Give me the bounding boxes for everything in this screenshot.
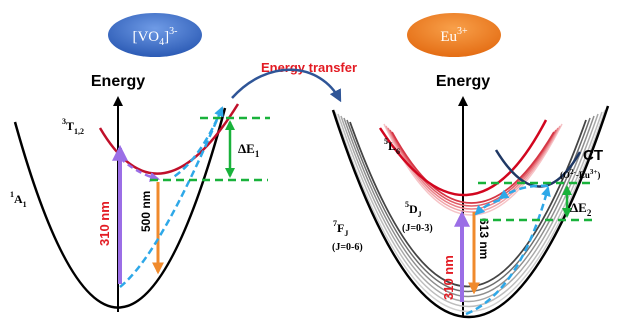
left-ground-curve xyxy=(13,107,227,309)
right-transfer-path xyxy=(465,186,551,316)
right-emitting-state-label: 5DJ xyxy=(405,200,422,219)
right-ct-label: CT xyxy=(583,147,603,164)
left-delta-label: ΔE1 xyxy=(238,141,260,159)
energy-transfer-arrow xyxy=(231,68,342,103)
right-ct-detail: (O2--Eu3+) xyxy=(560,168,600,180)
svg-text:Eu3+: Eu3+ xyxy=(440,26,468,45)
europium-label: Eu xyxy=(440,29,457,45)
vanadate-badge: [VO4]3- xyxy=(108,13,202,57)
right-energy-label: Energy xyxy=(436,73,490,90)
right-excited-curves xyxy=(378,119,563,216)
energy-transfer-label: Energy transfer xyxy=(261,60,357,75)
right-emission-label: 613 nm xyxy=(477,218,491,259)
left-excitation-label: 310 nm xyxy=(97,201,112,246)
europium-badge: Eu3+ xyxy=(407,13,501,57)
svg-text:[VO4]3-: [VO4]3- xyxy=(132,26,177,48)
right-ct-relax-path xyxy=(498,184,549,200)
left-relaxation-arrow xyxy=(119,157,160,182)
left-ground-state-label: 1A1 xyxy=(10,190,27,209)
vanadate-label: [VO xyxy=(132,29,159,45)
right-panel: Energy 7FJ (J=0-6) 5L6 xyxy=(331,73,610,319)
left-emission-label: 500 nm xyxy=(139,191,153,232)
left-panel: Energy 1A1 3T1,2 310 nm 500 nm ΔE1 xyxy=(10,73,270,312)
right-delta-label: ΔE2 xyxy=(570,200,592,218)
left-excited-state-label: 3T1,2 xyxy=(62,117,84,136)
right-feeding-path xyxy=(474,198,501,216)
right-ground-state-range: (J=0-6) xyxy=(332,242,363,253)
right-upper-state-label: 5L6 xyxy=(384,137,400,156)
right-emitting-state-range: (J=0-3) xyxy=(402,223,433,234)
left-return-path xyxy=(171,107,224,180)
right-excitation-label: 310 nm xyxy=(441,255,456,300)
left-energy-label: Energy xyxy=(91,73,145,90)
left-transfer-path xyxy=(119,106,224,288)
right-ground-state-label: 7FJ xyxy=(333,219,348,238)
right-ct-curve xyxy=(494,149,582,188)
